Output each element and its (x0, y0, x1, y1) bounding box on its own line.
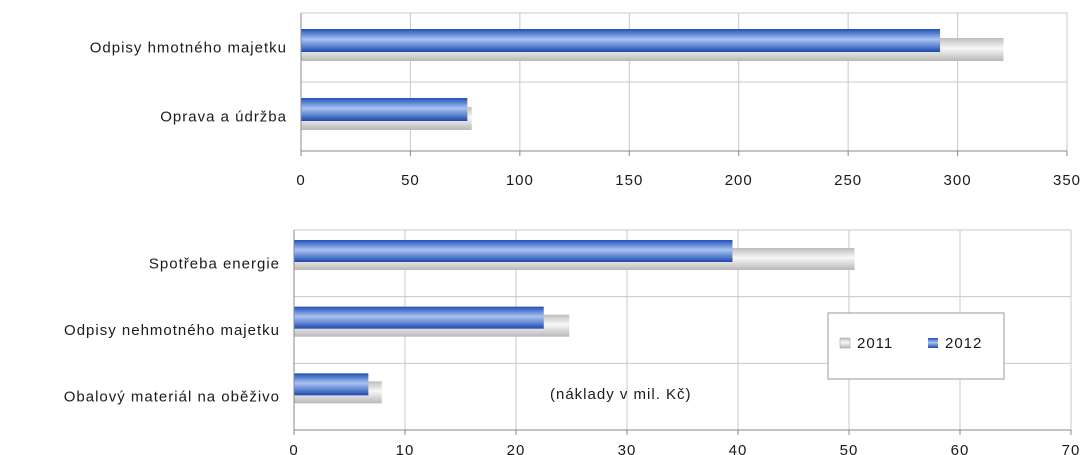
x-tick-label: 200 (725, 172, 753, 189)
x-tick-label: 60 (951, 442, 970, 455)
x-tick-label: 50 (401, 172, 420, 189)
bar-2012 (294, 306, 544, 329)
category-label: Odpisy hmotného majetku (90, 40, 287, 57)
x-tick-label: 250 (834, 172, 862, 189)
units-note: (náklady v mil. Kč) (550, 386, 692, 403)
category-label: Odpisy nehmotného majetku (64, 322, 280, 339)
x-tick-label: 40 (729, 442, 748, 455)
x-tick-label: 10 (396, 442, 415, 455)
bar-2012 (294, 373, 369, 396)
category-label: Obalový materiál na oběživo (64, 389, 280, 406)
x-tick-label: 100 (506, 172, 534, 189)
x-tick-label: 0 (296, 172, 305, 189)
x-tick-label: 30 (618, 442, 637, 455)
category-label: Oprava a údržba (160, 109, 287, 126)
x-tick-label: 350 (1053, 172, 1081, 189)
chart-legend: 2011 2012 (827, 312, 1005, 380)
bar-2012 (301, 29, 941, 52)
x-tick-label: 300 (944, 172, 972, 189)
x-tick-label: 50 (840, 442, 859, 455)
bar-2012 (301, 98, 468, 121)
bar-2012 (294, 240, 733, 262)
legend-label-2011: 2011 (857, 335, 893, 352)
category-label: Spotřeba energie (149, 255, 280, 272)
x-tick-label: 0 (289, 442, 298, 455)
x-tick-label: 20 (507, 442, 526, 455)
legend-box (827, 312, 1005, 380)
x-tick-label: 70 (1062, 442, 1081, 455)
legend-swatch-2012 (928, 338, 938, 348)
chart-1: 0 10 20 30 40 50 60 70 Spotřeba energie Odpisy ne… (64, 229, 1081, 455)
legend-swatch-2011 (839, 337, 851, 349)
x-tick-label: 150 (615, 172, 643, 189)
chart-0: 0 50 100 150 200 250 300 350 Odpisy hmotného maj… (90, 12, 1081, 189)
legend-label-2012: 2012 (945, 335, 982, 352)
